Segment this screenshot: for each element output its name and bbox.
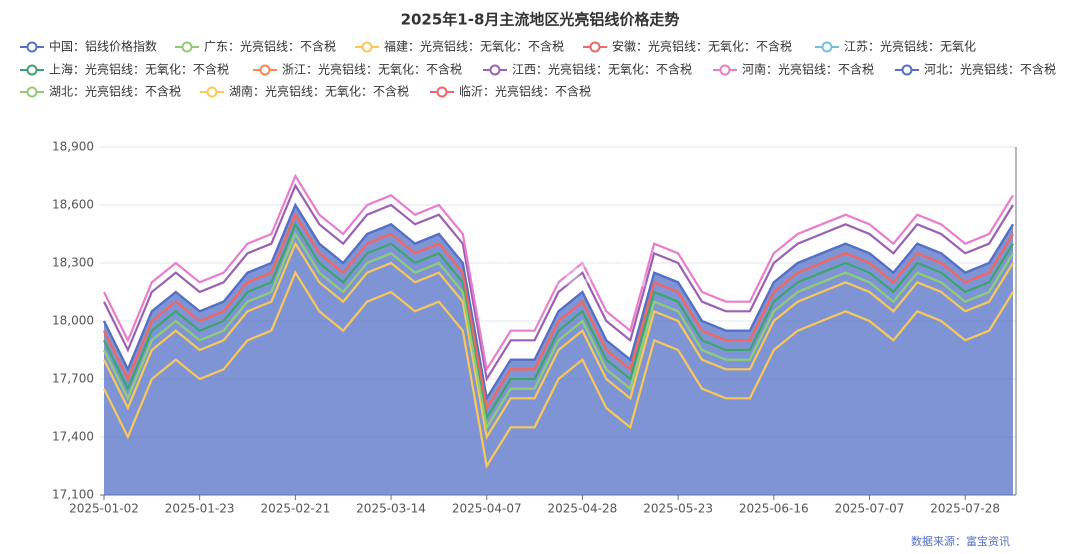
line <box>103 173 1014 373</box>
x-tick-label: 2025-07-07 <box>835 502 905 516</box>
legend-item: 中国：铝线价格指数 <box>20 39 157 54</box>
line <box>103 221 1014 421</box>
legend-marker <box>821 41 833 53</box>
line <box>103 212 1014 412</box>
chart-title: 2025年1-8月主流地区光亮铝线价格走势 <box>401 11 680 29</box>
legend-item: 福建：光亮铝线：无氧化：不含税 <box>355 39 564 54</box>
x-tick-label: 2025-02-21 <box>260 502 330 516</box>
legend-marker <box>489 64 501 76</box>
legend-marker <box>181 41 193 53</box>
legend-label: 中国：铝线价格指数 <box>49 39 157 54</box>
line <box>103 270 1014 470</box>
legend-marker <box>26 86 38 98</box>
x-tick-label: 2025-03-14 <box>356 502 426 516</box>
legend-marker <box>901 64 913 76</box>
line <box>103 202 1014 402</box>
watermark: 富宝数据 <box>472 242 648 293</box>
y-tick-label: 18,600 <box>52 198 94 212</box>
legend-label: 江苏：光亮铝线：无氧化 <box>844 39 976 54</box>
legend-marker <box>206 86 218 98</box>
legend-label: 河南：光亮铝线：不含税 <box>742 62 874 77</box>
y-tick-label: 17,700 <box>52 372 94 386</box>
line <box>103 231 1014 431</box>
legend-item: 广东：光亮铝线：不含税 <box>175 39 336 54</box>
legend-label: 湖南：光亮铝线：无氧化：不含税 <box>229 84 409 99</box>
legend-item: 江西：光亮铝线：无氧化：不含税 <box>483 62 692 77</box>
x-tick-label: 2025-04-28 <box>548 502 618 516</box>
y-tick-label: 18,900 <box>52 140 94 154</box>
legend-item: 湖南：光亮铝线：无氧化：不含税 <box>200 84 409 99</box>
legend-marker <box>26 41 38 53</box>
legend-item: 临沂：光亮铝线：不含税 <box>430 84 591 99</box>
legend-label: 临沂：光亮铝线：不含税 <box>459 84 591 99</box>
legend-label: 福建：光亮铝线：无氧化：不含税 <box>384 39 564 54</box>
x-tick-label: 2025-04-07 <box>452 502 522 516</box>
legend-item: 湖北：光亮铝线：不含税 <box>20 84 181 99</box>
legend-label: 湖北：光亮铝线：不含税 <box>49 84 181 99</box>
y-tick-label: 18,000 <box>52 314 94 328</box>
line <box>103 183 1014 383</box>
x-tick-label: 2025-07-28 <box>930 502 1000 516</box>
legend-marker <box>589 41 601 53</box>
x-tick-label: 2025-01-23 <box>165 502 235 516</box>
x-tick-label: 2025-05-23 <box>643 502 713 516</box>
legend-label: 广东：光亮铝线：不含税 <box>204 39 336 54</box>
legend-marker <box>259 64 271 76</box>
legend-item: 安徽：光亮铝线：无氧化：不含税 <box>583 39 792 54</box>
legend-item: 浙江：光亮铝线：无氧化：不含税 <box>253 62 462 77</box>
source: 数据来源：富宝资讯 <box>911 534 1010 548</box>
legend-label: 河北：光亮铝线：不含税 <box>924 62 1056 77</box>
y-tick-label: 17,100 <box>52 488 94 502</box>
legend-item: 上海：光亮铝线：无氧化：不含税 <box>20 62 229 77</box>
legend-label: 安徽：光亮铝线：无氧化：不含税 <box>612 39 792 54</box>
x-tick-label: 2025-06-16 <box>739 502 809 516</box>
legend-label: 上海：光亮铝线：无氧化：不含税 <box>49 62 229 77</box>
line <box>103 241 1014 441</box>
legend-label: 浙江：光亮铝线：无氧化：不含税 <box>282 62 462 77</box>
legend-item: 江苏：光亮铝线：无氧化 <box>815 39 976 54</box>
legend-marker <box>361 41 373 53</box>
x-tick-label: 2025-01-02 <box>69 502 139 516</box>
legend-label: 江西：光亮铝线：无氧化：不含税 <box>512 62 692 77</box>
legend-item: 河北：光亮铝线：不含税 <box>895 62 1056 77</box>
legend-marker <box>436 86 448 98</box>
legend-marker <box>26 64 38 76</box>
y-tick-label: 18,300 <box>52 256 94 270</box>
legend-item: 河南：光亮铝线：不含税 <box>713 62 874 77</box>
legend-marker <box>719 64 731 76</box>
y-tick-label: 17,400 <box>52 430 94 444</box>
